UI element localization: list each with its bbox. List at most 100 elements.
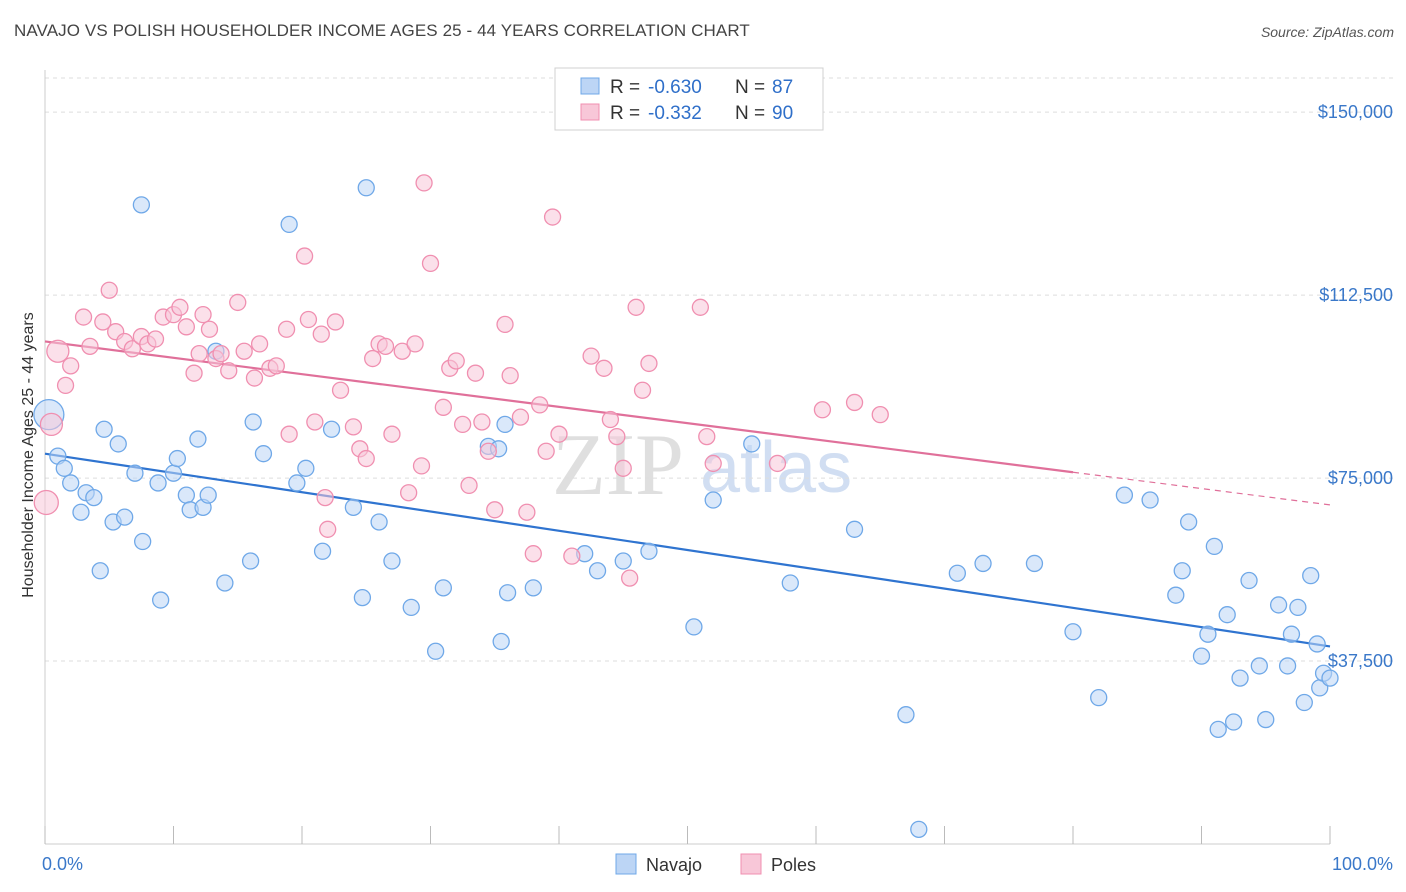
legend-r-label-navajo: R = [610, 77, 640, 98]
point-poles [364, 349, 382, 368]
point-navajo [1173, 562, 1191, 580]
point-poles [466, 364, 485, 382]
point-navajo [1302, 567, 1320, 585]
point-navajo [91, 562, 109, 580]
point-poles [326, 313, 345, 331]
point-poles [190, 345, 208, 363]
x-tick-label-max: 100.0% [1332, 854, 1393, 874]
point-poles [46, 339, 70, 363]
point-poles [543, 208, 562, 226]
point-poles [250, 335, 269, 353]
point-navajo [116, 508, 134, 526]
point-navajo [132, 196, 151, 214]
point-poles [698, 427, 716, 446]
point-poles [245, 369, 264, 387]
point-navajo [280, 215, 298, 234]
point-poles [171, 298, 189, 316]
point-poles [100, 281, 118, 299]
point-poles [376, 337, 395, 355]
point-poles [319, 520, 337, 538]
point-navajo [168, 449, 187, 468]
point-poles [415, 174, 433, 192]
point-navajo [524, 579, 542, 597]
point-navajo [1308, 635, 1326, 653]
point-poles [524, 545, 542, 563]
stats-legend: R = -0.630 N = 87 R = -0.332 N = 90 [554, 67, 824, 131]
point-navajo [1167, 586, 1185, 604]
legend-n-value-navajo: 87 [772, 77, 793, 98]
point-poles [383, 425, 401, 443]
point-poles [81, 337, 99, 355]
point-navajo [241, 552, 260, 570]
y-tick-label: $150,000 [1318, 102, 1393, 122]
legend-r-label-poles: R = [610, 103, 640, 124]
point-navajo [1064, 623, 1082, 641]
legend-n-label-poles: N = [735, 103, 765, 124]
point-navajo [313, 542, 332, 560]
point-navajo [1282, 625, 1301, 643]
data-points [33, 174, 1339, 839]
point-navajo [383, 552, 401, 570]
point-navajo [85, 488, 103, 507]
point-navajo [1090, 688, 1108, 707]
series-legend: Navajo Poles [615, 853, 816, 875]
point-navajo [370, 513, 388, 531]
point-navajo [1289, 598, 1307, 617]
point-navajo [588, 562, 607, 580]
point-poles [531, 396, 549, 414]
point-navajo [1192, 647, 1211, 665]
trend-line-navajo [44, 452, 1331, 648]
point-navajo [614, 552, 632, 570]
point-navajo [640, 542, 658, 560]
point-poles [62, 357, 80, 375]
point-poles [277, 320, 296, 338]
point-poles [563, 547, 581, 565]
legend-r-value-poles: -0.332 [648, 103, 702, 124]
point-navajo [189, 430, 207, 448]
point-navajo [1141, 491, 1159, 509]
point-poles [393, 342, 411, 360]
point-poles [518, 503, 536, 521]
point-navajo [1025, 554, 1044, 573]
point-poles [447, 352, 465, 370]
point-navajo [149, 474, 167, 492]
point-navajo [685, 618, 703, 636]
point-poles [813, 401, 832, 419]
point-navajo [897, 706, 915, 724]
point-poles [768, 454, 787, 473]
legend-n-label-navajo: N = [735, 77, 765, 98]
point-navajo [845, 520, 864, 538]
point-poles [177, 318, 196, 336]
point-poles [406, 335, 424, 353]
point-navajo [297, 459, 315, 477]
point-navajo [199, 486, 217, 504]
point-poles [434, 398, 453, 416]
point-poles [501, 366, 519, 385]
point-navajo [743, 435, 761, 453]
y-tick-label: $37,500 [1328, 651, 1393, 671]
point-poles [235, 342, 253, 360]
point-navajo [1231, 669, 1249, 687]
point-poles [280, 425, 298, 443]
point-navajo [1240, 571, 1258, 590]
point-navajo [910, 820, 928, 839]
trend-line-extension-poles [1072, 471, 1331, 506]
point-navajo [1205, 537, 1223, 556]
point-navajo [1278, 657, 1297, 675]
y-tick-labels: $37,500 $75,000 $112,500 $150,000 [1318, 102, 1393, 671]
point-navajo [244, 413, 262, 431]
point-poles [400, 484, 418, 502]
legend-swatch-navajo [580, 77, 600, 95]
point-poles [267, 357, 285, 375]
point-navajo [1257, 710, 1275, 729]
point-poles [633, 381, 652, 399]
point-poles [640, 354, 658, 373]
point-navajo [288, 474, 306, 492]
point-navajo [1224, 713, 1243, 731]
point-poles [312, 325, 330, 343]
point-poles [421, 254, 440, 273]
point-navajo [1218, 606, 1236, 624]
point-poles [621, 569, 639, 587]
point-navajo [322, 420, 341, 438]
point-poles [123, 340, 142, 358]
